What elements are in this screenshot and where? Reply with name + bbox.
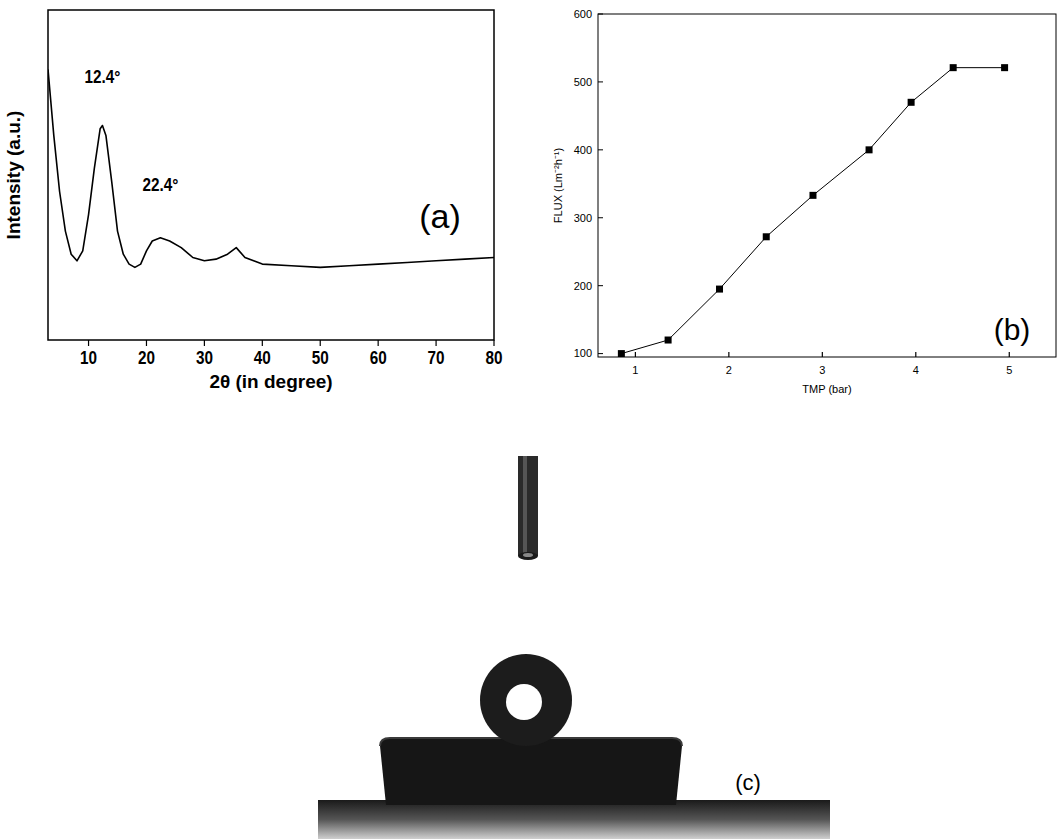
data-point — [665, 337, 672, 344]
y-axis-title: FLUX (Lm⁻²h⁻¹) — [552, 148, 564, 223]
y-tick-label: 600 — [574, 8, 592, 20]
x-tick-label: 60 — [370, 348, 387, 368]
x-tick-label: 4 — [913, 364, 919, 376]
y-tick-label: 500 — [574, 76, 592, 88]
x-tick — [146, 340, 147, 346]
x-tick — [1009, 352, 1010, 357]
y-tick — [598, 149, 603, 150]
needle — [518, 456, 538, 556]
x-tick — [320, 340, 321, 346]
x-tick-label: 3 — [819, 364, 825, 376]
x-tick-label: 50 — [312, 348, 329, 368]
x-tick-label: 70 — [428, 348, 445, 368]
x-tick — [378, 340, 379, 346]
y-tick — [598, 353, 603, 354]
data-point — [1001, 64, 1008, 71]
panel-1: 1 2 3 4 5 100 200 300 400 500 600 TMP (bar) FLUX (Lm… — [552, 8, 1056, 395]
needle-tip — [518, 552, 538, 560]
x-tick — [635, 352, 636, 357]
x-tick-label: 1 — [632, 364, 638, 376]
droplet — [480, 654, 572, 746]
y-tick — [598, 217, 603, 218]
panel-label: (b) — [994, 313, 1031, 346]
y-tick-label: 300 — [574, 212, 592, 224]
x-axis-title: TMP (bar) — [802, 383, 851, 395]
x-tick-label: 5 — [1006, 364, 1012, 376]
y-axis-title: Intensity (a.u.) — [3, 111, 24, 240]
data-point — [908, 99, 915, 106]
figure: 10 20 30 40 50 60 70 80 2θ (in degree) Intensity … — [0, 0, 1064, 839]
data-point — [716, 286, 723, 293]
data-point — [809, 192, 816, 199]
x-axis-title: 2θ (in degree) — [209, 371, 332, 392]
y-tick — [598, 285, 603, 286]
x-tick — [493, 340, 494, 346]
data-point — [618, 350, 625, 357]
data-group — [618, 64, 1008, 357]
x-tick — [262, 340, 263, 346]
data-line — [621, 68, 1004, 354]
y-tick — [598, 81, 603, 82]
panel-0: 10 20 30 40 50 60 70 80 2θ (in degree) Intensity … — [3, 10, 503, 392]
x-tick — [915, 352, 916, 357]
plot-frame — [598, 14, 1056, 357]
data-point — [763, 233, 770, 240]
x-tick-label: 30 — [196, 348, 213, 368]
data-line — [48, 69, 494, 267]
x-tick-label: 80 — [485, 348, 502, 368]
data-point — [950, 64, 957, 71]
x-tick — [204, 340, 205, 346]
x-tick — [728, 352, 729, 357]
annotation: 12.4° — [85, 66, 121, 86]
y-tick-label: 100 — [574, 347, 592, 359]
needle-shine — [523, 456, 527, 556]
x-tick-label: 10 — [80, 348, 97, 368]
y-tick-label: 200 — [574, 280, 592, 292]
panel-label: (c) — [735, 770, 761, 795]
x-tick — [88, 340, 89, 346]
x-tick-label: 40 — [254, 348, 271, 368]
x-tick-label: 20 — [138, 348, 155, 368]
annotation: 22.4° — [142, 175, 178, 195]
droplet-highlight — [506, 684, 542, 720]
x-tick — [822, 352, 823, 357]
x-tick — [435, 340, 436, 346]
y-tick — [598, 14, 603, 15]
plot-frame — [48, 10, 494, 340]
membrane — [380, 738, 682, 805]
y-tick-label: 400 — [574, 144, 592, 156]
data-group — [48, 69, 494, 267]
needle-tip-hole — [523, 553, 533, 557]
photo-panel: (c) — [318, 456, 830, 839]
data-point — [866, 146, 873, 153]
stage — [318, 800, 830, 839]
x-tick-label: 2 — [726, 364, 732, 376]
panel-label: (a) — [419, 197, 461, 235]
